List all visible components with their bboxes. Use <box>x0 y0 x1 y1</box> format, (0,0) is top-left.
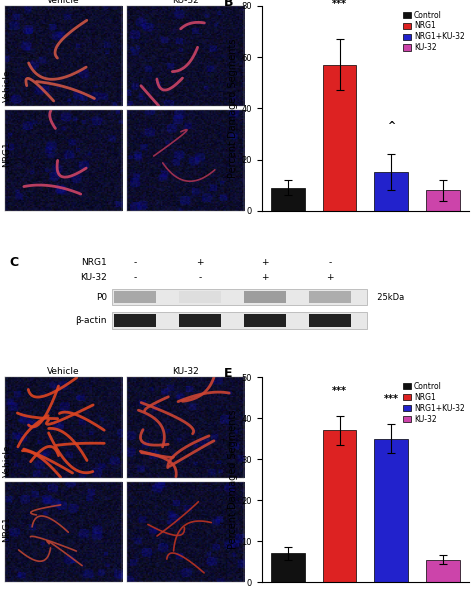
Bar <box>374 439 408 582</box>
Text: β-actin: β-actin <box>75 316 107 325</box>
Text: -: - <box>328 258 331 267</box>
FancyBboxPatch shape <box>309 314 351 327</box>
FancyBboxPatch shape <box>244 291 286 303</box>
Legend: Control, NRG1, NRG1+KU-32, KU-32: Control, NRG1, NRG1+KU-32, KU-32 <box>402 381 465 424</box>
Text: C: C <box>9 256 18 269</box>
Bar <box>271 188 305 211</box>
Text: ***: *** <box>384 394 399 404</box>
Text: ***: *** <box>332 386 347 396</box>
FancyBboxPatch shape <box>309 291 351 303</box>
Text: NRG1: NRG1 <box>3 516 11 542</box>
Text: +: + <box>261 273 269 282</box>
FancyBboxPatch shape <box>111 312 367 329</box>
Bar <box>323 431 356 582</box>
Text: E: E <box>224 367 233 380</box>
FancyBboxPatch shape <box>179 291 221 303</box>
Text: B: B <box>224 0 234 9</box>
Text: P0: P0 <box>96 293 107 302</box>
Title: Vehicle: Vehicle <box>47 0 80 5</box>
Legend: Control, NRG1, NRG1+KU-32, KU-32: Control, NRG1, NRG1+KU-32, KU-32 <box>402 10 465 53</box>
Bar <box>323 65 356 211</box>
Text: Vehicle: Vehicle <box>3 444 11 476</box>
Y-axis label: Percent Damaged Segments: Percent Damaged Segments <box>228 410 238 549</box>
Bar <box>426 560 460 582</box>
Text: +: + <box>326 273 334 282</box>
Title: KU-32: KU-32 <box>172 0 199 5</box>
Text: +: + <box>261 258 269 267</box>
FancyBboxPatch shape <box>114 291 155 303</box>
Text: -: - <box>133 258 137 267</box>
Text: -: - <box>198 273 201 282</box>
FancyBboxPatch shape <box>244 314 286 327</box>
Title: Vehicle: Vehicle <box>47 368 80 377</box>
Text: 25kDa: 25kDa <box>372 293 404 302</box>
Text: KU-32: KU-32 <box>80 273 107 282</box>
Text: -: - <box>133 273 137 282</box>
Text: NRG1: NRG1 <box>81 258 107 267</box>
FancyBboxPatch shape <box>179 314 221 327</box>
Bar <box>374 172 408 211</box>
Title: KU-32: KU-32 <box>172 368 199 377</box>
Text: Vehicle: Vehicle <box>3 70 11 102</box>
Bar <box>426 190 460 211</box>
Text: +: + <box>196 258 204 267</box>
Bar <box>271 554 305 582</box>
Text: NRG1: NRG1 <box>3 141 11 168</box>
Text: ^: ^ <box>387 121 395 131</box>
Text: ***: *** <box>332 0 347 8</box>
FancyBboxPatch shape <box>114 314 155 327</box>
Y-axis label: Percent Damaged Segments: Percent Damaged Segments <box>228 39 238 178</box>
FancyBboxPatch shape <box>111 289 367 305</box>
